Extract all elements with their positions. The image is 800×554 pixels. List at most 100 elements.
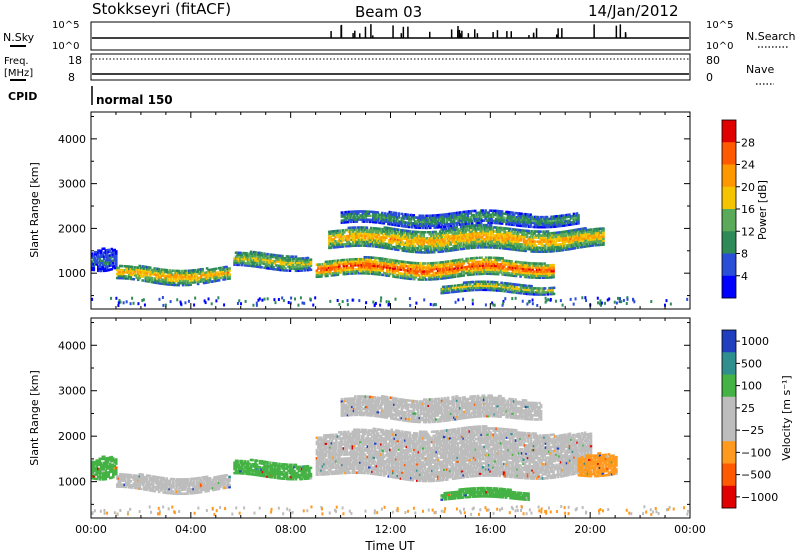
echo-cell xyxy=(394,261,398,265)
echo-cell xyxy=(375,266,379,270)
echo-cell xyxy=(328,240,331,244)
echo-cell xyxy=(251,260,254,264)
echo-cell xyxy=(593,242,596,245)
echo-cell xyxy=(403,272,407,276)
echo-cell xyxy=(468,289,472,292)
echo-cell xyxy=(260,251,263,255)
echo-cell xyxy=(443,225,447,228)
echo-cell xyxy=(358,230,361,233)
echo-cell xyxy=(144,279,148,283)
echo-cell xyxy=(590,242,593,245)
ground-scatter-cell xyxy=(117,303,120,307)
echo-cell xyxy=(591,242,595,245)
echo-cell xyxy=(453,248,457,252)
echo-cell xyxy=(527,221,531,224)
echo-cell xyxy=(329,260,332,263)
echo-cell xyxy=(222,272,225,275)
echo-cell xyxy=(511,223,514,227)
echo-cell xyxy=(303,269,307,272)
echo-cell xyxy=(366,210,369,213)
echo-cell xyxy=(501,259,504,262)
echo-cell xyxy=(409,277,413,281)
echo-cell xyxy=(393,271,397,274)
echo-cell xyxy=(240,255,244,259)
echo-cell xyxy=(530,232,533,235)
echo-cell xyxy=(366,214,369,217)
echo-cell xyxy=(475,264,479,268)
echo-cell xyxy=(441,246,445,249)
echo-cell xyxy=(308,262,311,266)
echo-cell xyxy=(469,267,473,270)
echo-cell xyxy=(497,289,500,292)
echo-cell xyxy=(183,275,186,279)
echo-cell xyxy=(357,265,361,269)
echo-cell xyxy=(456,262,459,266)
echo-cell xyxy=(507,259,510,263)
echo-cell xyxy=(512,291,515,294)
ground-scatter-cell xyxy=(329,299,332,303)
echo-cell xyxy=(492,262,495,266)
echo-cell xyxy=(462,274,465,277)
echo-cell xyxy=(105,251,109,254)
echo-cell xyxy=(347,272,350,276)
echo-cell xyxy=(285,255,289,258)
echo-cell xyxy=(450,284,454,288)
echo-cell xyxy=(166,279,170,282)
echo-cell xyxy=(432,271,436,275)
echo-cell xyxy=(263,254,266,257)
echo-cell xyxy=(522,239,526,242)
echo-cell xyxy=(380,257,383,260)
echo-cell xyxy=(141,271,145,274)
echo-cell xyxy=(456,269,459,272)
echo-cell xyxy=(385,228,388,232)
echo-cell xyxy=(154,269,158,272)
echo-cell xyxy=(402,229,406,232)
echo-cell xyxy=(444,260,448,264)
echo-cell xyxy=(414,240,418,244)
echo-cell xyxy=(521,214,525,218)
echo-cell xyxy=(382,216,386,219)
ground-scatter-cell xyxy=(514,296,517,300)
echo-cell xyxy=(594,227,598,231)
echo-cell xyxy=(455,226,458,229)
echo-cell xyxy=(439,261,443,264)
echo-cell xyxy=(478,256,482,260)
echo-cell xyxy=(536,291,539,294)
echo-cell xyxy=(411,242,415,246)
echo-cell xyxy=(585,232,589,236)
echo-cell xyxy=(491,244,494,247)
echo-cell xyxy=(526,219,529,222)
echo-cell xyxy=(506,286,509,289)
echo-cell xyxy=(578,228,581,231)
echo-cell xyxy=(503,212,507,216)
echo-cell xyxy=(411,275,415,279)
echo-cell xyxy=(507,237,511,241)
echo-cell xyxy=(543,291,547,294)
echo-cell xyxy=(575,234,578,238)
echo-cell xyxy=(489,228,493,231)
echo-cell xyxy=(471,224,475,227)
echo-cell xyxy=(377,269,380,272)
echo-cell xyxy=(408,244,412,247)
echo-cell xyxy=(210,272,213,275)
echo-cell xyxy=(556,217,559,220)
echo-cell xyxy=(584,235,587,238)
echo-cell xyxy=(367,218,371,222)
echo-cell xyxy=(376,239,379,242)
echo-cell xyxy=(479,246,482,249)
echo-cell xyxy=(572,214,576,218)
echo-cell xyxy=(156,281,159,285)
echo-cell xyxy=(269,265,272,268)
echo-cell xyxy=(504,241,508,244)
echo-cell xyxy=(406,221,410,225)
echo-cell xyxy=(534,230,538,233)
echo-cell xyxy=(534,272,537,275)
echo-cell xyxy=(492,286,496,290)
echo-cell xyxy=(507,231,511,235)
echo-cell xyxy=(508,261,512,265)
echo-cell xyxy=(153,267,156,270)
echo-cell xyxy=(175,273,179,277)
echo-cell xyxy=(483,237,487,241)
nsky-tick-top: 10^5 xyxy=(52,20,79,31)
echo-cell xyxy=(440,240,444,243)
